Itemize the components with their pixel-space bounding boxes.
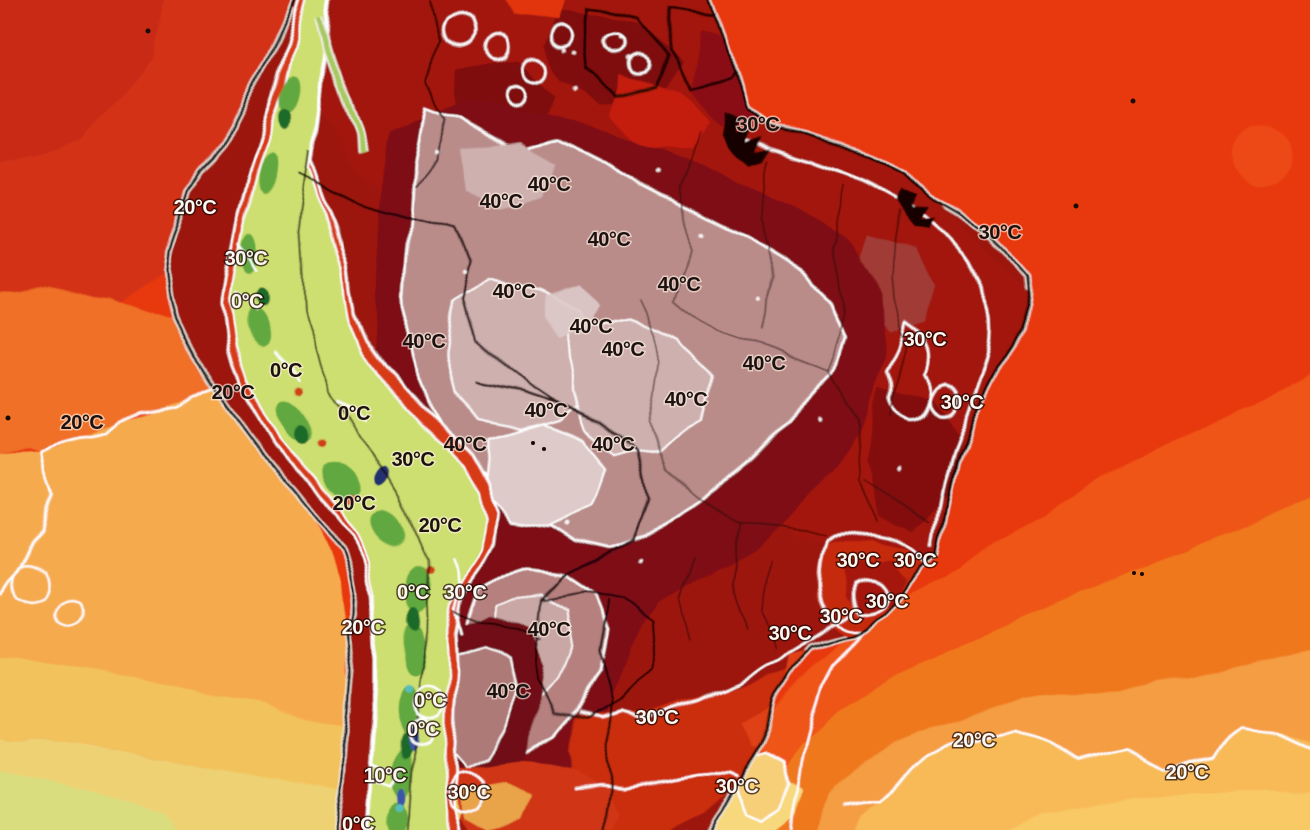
temp-label: 40°C <box>444 434 487 456</box>
temp-label: 40°C <box>528 174 571 196</box>
temp-label: 40°C <box>570 316 613 338</box>
temp-label: 30°C <box>894 550 937 572</box>
map-dots <box>5 28 1144 576</box>
temp-label: 20°C <box>1166 762 1209 784</box>
temp-label: 30°C <box>225 248 268 270</box>
temp-label: 40°C <box>592 434 635 456</box>
temp-label: 30°C <box>636 707 679 729</box>
estuary-shape <box>898 188 936 230</box>
temp-label: 20°C <box>174 197 217 219</box>
temp-label: 30°C <box>820 606 863 628</box>
temp-label: 0°C <box>231 291 263 313</box>
temp-label: 40°C <box>493 281 536 303</box>
temp-label: 0°C <box>338 403 370 425</box>
temp-label: 20°C <box>342 617 385 639</box>
temp-label: 20°C <box>953 730 996 752</box>
temp-label: 40°C <box>528 619 571 641</box>
temp-label: 30°C <box>444 582 487 604</box>
temp-label: 30°C <box>737 114 780 136</box>
temp-label: 20°C <box>212 382 255 404</box>
temp-label: 40°C <box>658 274 701 296</box>
temp-label: 30°C <box>904 329 947 351</box>
temp-label: 0°C <box>342 814 374 830</box>
temp-label: 0°C <box>414 690 446 712</box>
temp-label: 30°C <box>866 591 909 613</box>
temp-label: 40°C <box>487 681 530 703</box>
temp-label: 0°C <box>397 582 429 604</box>
contour-lines <box>235 13 993 815</box>
temperature-labels: 30°C40°C40°C30°C40°C20°C30°C0°C 40°C 40°C4… <box>59 113 1210 830</box>
temp-label: 40°C <box>588 229 631 251</box>
state-borders <box>639 129 931 651</box>
temp-label: 30°C <box>941 392 984 414</box>
temp-label: 40°C <box>403 331 446 353</box>
temp-label: 30°C <box>392 449 435 471</box>
temp-label: 30°C <box>837 550 880 572</box>
temp-label: 40°C <box>480 191 523 213</box>
temp-label: 20°C <box>61 412 104 434</box>
country-borders <box>299 0 752 830</box>
temp-label: 30°C <box>979 222 1022 244</box>
temp-label: 40°C <box>602 339 645 361</box>
amazon-delta <box>722 112 772 166</box>
temp-label: 0°C <box>407 719 439 741</box>
coastline <box>163 0 1030 830</box>
temp-label: 10°C <box>364 765 407 787</box>
temp-label: 30°C <box>769 623 812 645</box>
temp-label: 0°C <box>270 360 302 382</box>
temp-label: 30°C <box>716 776 759 798</box>
temp-label: 30°C <box>448 782 491 804</box>
temp-label: 20°C <box>419 515 462 537</box>
temp-label: 20°C <box>333 493 376 515</box>
temp-label: 40°C <box>525 400 568 422</box>
temp-label: 40°C <box>665 389 708 411</box>
contour-speckles <box>433 38 902 562</box>
temp-label: 40°C <box>743 353 786 375</box>
